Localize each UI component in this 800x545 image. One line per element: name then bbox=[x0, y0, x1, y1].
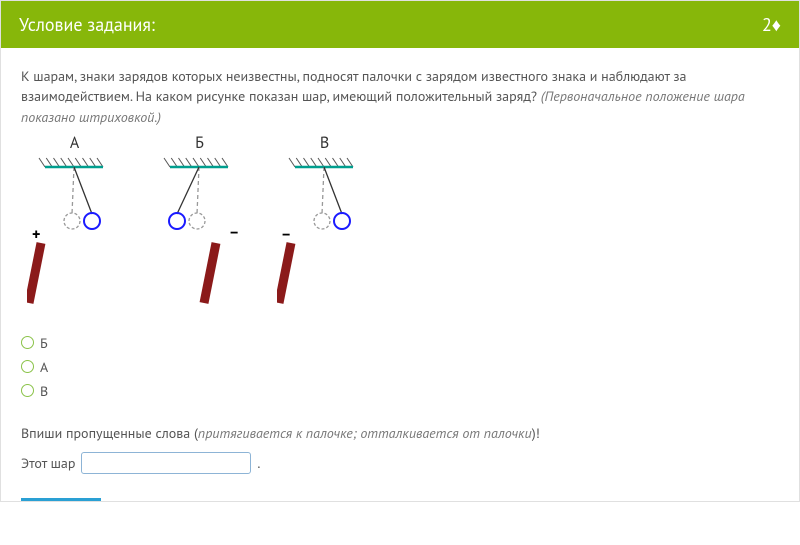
submit-accent-bar bbox=[21, 498, 101, 501]
option-А[interactable]: А bbox=[21, 358, 779, 376]
header-title: Условие задания: bbox=[19, 13, 155, 36]
task-content: К шарам, знаки зарядов которых неизвестн… bbox=[1, 48, 799, 484]
option-label: А bbox=[40, 358, 48, 376]
header-points: 2♦ bbox=[762, 13, 781, 36]
option-label: В bbox=[40, 382, 48, 400]
fill-line: Этот шар . bbox=[21, 452, 779, 474]
fill-input[interactable] bbox=[81, 452, 251, 474]
diagram-label: В bbox=[320, 133, 329, 153]
fill-prefix: Этот шар bbox=[21, 454, 75, 472]
diagram-svg: − bbox=[277, 155, 372, 310]
radio-icon[interactable] bbox=[21, 384, 34, 397]
question-text: К шарам, знаки зарядов которых неизвестн… bbox=[21, 66, 779, 127]
svg-text:+: + bbox=[32, 225, 40, 245]
option-label: Б bbox=[40, 334, 48, 352]
diagram-Б: Б− bbox=[152, 133, 247, 310]
option-В[interactable]: В bbox=[21, 382, 779, 400]
task-header: Условие задания: 2♦ bbox=[1, 1, 799, 48]
fill-suffix: . bbox=[257, 454, 260, 472]
radio-icon[interactable] bbox=[21, 336, 34, 349]
diagram-svg: + bbox=[27, 155, 122, 310]
radio-icon[interactable] bbox=[21, 360, 34, 373]
fill-prompt: Впиши пропущенные слова (притягивается к… bbox=[21, 424, 779, 442]
diagram-label: Б bbox=[195, 133, 204, 153]
diagram-svg: − bbox=[152, 155, 247, 310]
option-Б[interactable]: Б bbox=[21, 334, 779, 352]
diagram-В: В− bbox=[277, 133, 372, 310]
svg-text:−: − bbox=[282, 225, 290, 245]
answer-options: БАВ bbox=[21, 334, 779, 400]
diagram-label: А bbox=[70, 133, 79, 153]
diagram-А: А+ bbox=[27, 133, 122, 310]
task-card: Условие задания: 2♦ К шарам, знаки заряд… bbox=[0, 0, 800, 502]
svg-text:−: − bbox=[230, 223, 238, 243]
diagrams-row: А+Б−В− bbox=[21, 133, 779, 310]
